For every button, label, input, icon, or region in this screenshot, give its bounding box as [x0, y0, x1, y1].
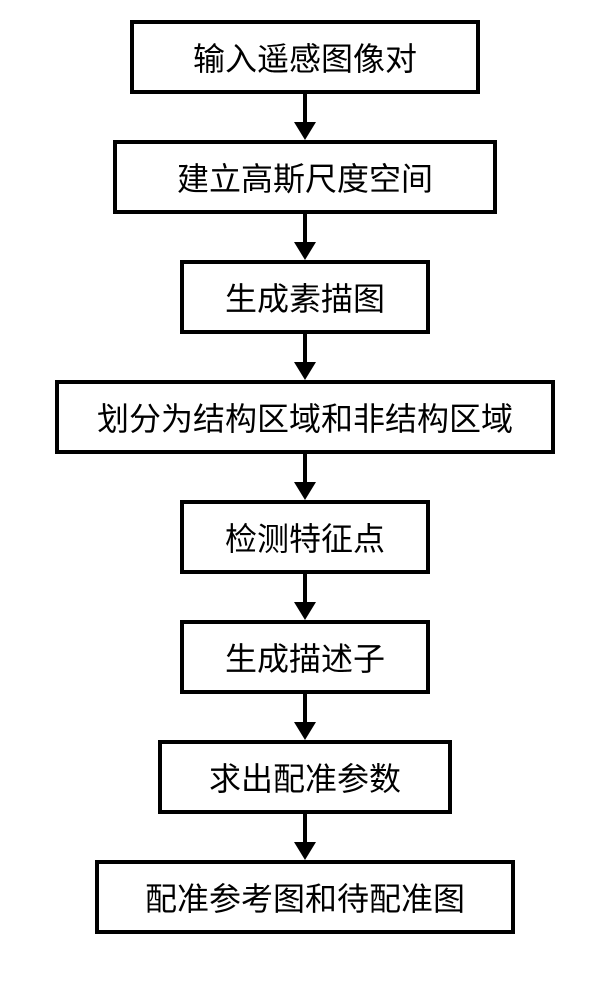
flow-node-label: 检测特征点 — [225, 514, 385, 560]
flow-node-label: 生成描述子 — [225, 634, 385, 680]
flow-node-n1: 输入遥感图像对 — [130, 20, 480, 94]
flow-arrow-n7-n8 — [294, 814, 316, 860]
flow-node-n4: 划分为结构区域和非结构区域 — [55, 380, 555, 454]
flow-node-label: 求出配准参数 — [209, 754, 401, 800]
flow-node-label: 配准参考图和待配准图 — [145, 874, 465, 920]
flow-node-label: 划分为结构区域和非结构区域 — [97, 394, 513, 440]
flow-arrow-n4-n5 — [294, 454, 316, 500]
flow-arrow-n2-n3 — [294, 214, 316, 260]
flow-arrow-n6-n7 — [294, 694, 316, 740]
flow-node-n2: 建立高斯尺度空间 — [113, 140, 497, 214]
flow-node-n5: 检测特征点 — [180, 500, 430, 574]
flow-node-n3: 生成素描图 — [180, 260, 430, 334]
flow-node-n6: 生成描述子 — [180, 620, 430, 694]
flow-node-label: 建立高斯尺度空间 — [177, 154, 433, 200]
flow-arrow-n5-n6 — [294, 574, 316, 620]
flow-arrow-n1-n2 — [294, 94, 316, 140]
flowchart-container: 输入遥感图像对建立高斯尺度空间生成素描图划分为结构区域和非结构区域检测特征点生成… — [0, 0, 610, 1000]
flow-node-n7: 求出配准参数 — [158, 740, 452, 814]
flow-arrow-n3-n4 — [294, 334, 316, 380]
flow-node-label: 生成素描图 — [225, 274, 385, 320]
flow-node-n8: 配准参考图和待配准图 — [95, 860, 515, 934]
flow-node-label: 输入遥感图像对 — [193, 34, 417, 80]
